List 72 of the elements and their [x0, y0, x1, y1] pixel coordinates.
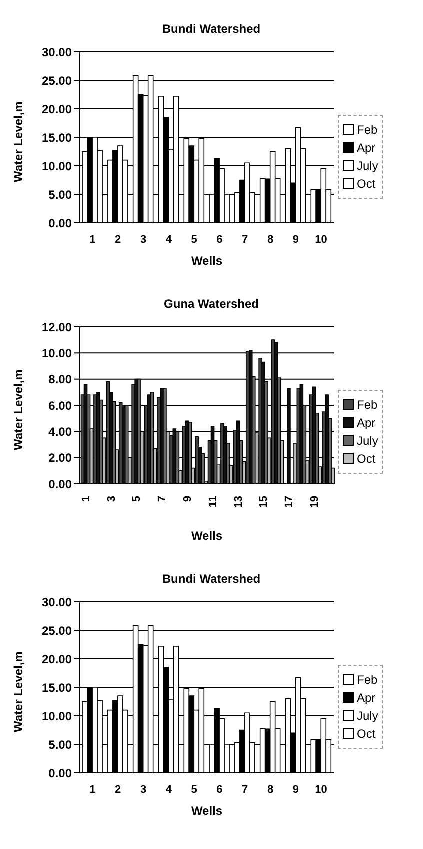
x-tick-label: 4: [166, 784, 173, 796]
y-tick-label: 30.00: [42, 595, 72, 610]
y-tick-label: 4.00: [48, 424, 72, 439]
x-tick-label: 5: [191, 784, 198, 796]
y-tick-label: 25.00: [42, 624, 72, 638]
x-tick-label: 5: [131, 496, 144, 502]
y-tick-label: 10.00: [42, 709, 72, 724]
x-tick-label: 3: [140, 784, 147, 796]
x-tick-label: 3: [140, 234, 147, 246]
y-tick-label: 10.00: [42, 346, 72, 360]
x-tick-label: 6: [216, 784, 223, 796]
y-tick-label: 20.00: [42, 102, 72, 116]
x-tick-label: 9: [182, 496, 194, 502]
legend-label: July: [357, 158, 378, 172]
x-tick-label: 4: [166, 234, 173, 246]
x-tick-label: 6: [216, 234, 223, 246]
x-tick-label: 2: [115, 234, 122, 246]
x-tick-label: 10: [315, 234, 328, 246]
legend-label: Feb: [357, 398, 378, 412]
y-tick-label: 6.00: [48, 398, 72, 413]
x-axis-title: Wells: [191, 254, 223, 268]
legend-label: Feb: [357, 672, 378, 686]
y-tick-label: 20.00: [42, 652, 72, 666]
y-tick-label: 30.00: [42, 45, 72, 60]
x-tick-label: 13: [232, 496, 245, 508]
x-tick-label: 7: [242, 784, 248, 796]
y-tick-label: 5.00: [48, 738, 72, 752]
x-tick-label: 1: [80, 496, 92, 502]
x-tick-label: 1: [90, 234, 96, 246]
y-tick-label: 5.00: [48, 188, 72, 202]
y-tick-label: 15.00: [42, 680, 72, 695]
x-tick-label: 8: [267, 784, 274, 796]
x-tick-label: 1: [90, 784, 96, 796]
chart-title: Bundi Watershed: [161, 21, 262, 36]
chart-title: Bundi Watershed: [161, 571, 262, 586]
x-axis-title: Wells: [191, 804, 223, 818]
x-tick-label: 11: [207, 496, 220, 508]
y-tick-label: 15.00: [42, 130, 72, 145]
y-axis-title: Water Level,m: [11, 102, 26, 182]
x-tick-label: 19: [308, 496, 321, 508]
legend-label: Apr: [357, 416, 376, 430]
y-axis-title: Water Level,m: [11, 370, 26, 450]
x-tick-label: 9: [292, 234, 299, 246]
y-tick-label: 12.00: [42, 320, 72, 334]
legend-label: Oct: [357, 452, 376, 466]
x-tick-label: 8: [267, 234, 274, 246]
legend-label: Apr: [357, 140, 376, 154]
x-tick-label: 5: [191, 234, 198, 246]
y-tick-label: 0.00: [48, 216, 72, 230]
legend-label: Oct: [357, 176, 376, 190]
x-tick-label: 3: [106, 496, 118, 502]
y-tick-label: 0.00: [48, 477, 72, 492]
y-tick-label: 10.00: [42, 159, 72, 174]
y-tick-label: 8.00: [48, 372, 72, 387]
y-tick-label: 2.00: [48, 451, 72, 466]
legend-label: Oct: [357, 726, 376, 740]
y-tick-label: 25.00: [42, 74, 72, 88]
x-tick-label: 7: [156, 496, 169, 502]
legend-label: July: [357, 708, 378, 722]
x-tick-label: 10: [315, 784, 328, 796]
x-tick-label: 7: [242, 234, 248, 246]
x-axis-title: Wells: [191, 529, 223, 543]
x-tick-label: 17: [284, 496, 296, 508]
x-tick-label: 9: [292, 784, 299, 796]
legend-label: July: [357, 434, 378, 448]
legend-label: Feb: [357, 122, 378, 136]
x-tick-label: 2: [115, 784, 122, 796]
chart-title: Guna Watershed: [163, 296, 260, 311]
y-tick-label: 0.00: [48, 766, 72, 780]
x-tick-label: 15: [258, 496, 270, 508]
legend-label: Apr: [357, 690, 376, 704]
y-axis-title: Water Level,m: [11, 652, 26, 732]
